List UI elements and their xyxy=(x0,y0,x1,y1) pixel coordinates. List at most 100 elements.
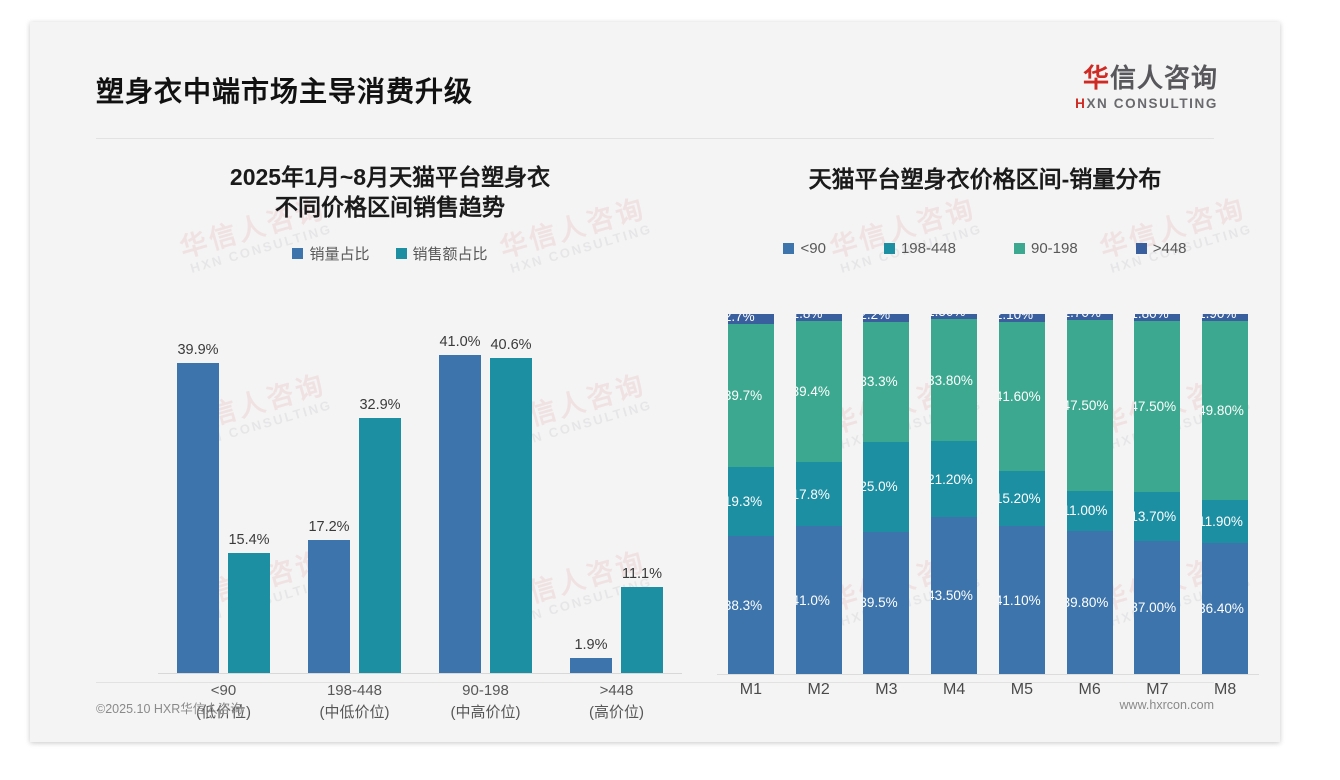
stacked-bar-segment[interactable]: 43.50% xyxy=(931,517,978,674)
bar[interactable] xyxy=(308,539,350,673)
bar[interactable] xyxy=(621,586,663,673)
stacked-bar[interactable]: 38.3% 19.3% 39.7% 2.7% xyxy=(727,314,774,674)
stacked-bar-segment[interactable]: 47.50% xyxy=(1066,320,1113,492)
right-chart-axis-line xyxy=(717,674,1259,675)
stacked-bar-segment[interactable]: 49.80% xyxy=(1202,320,1249,501)
right-chart-title: 天猫平台塑身衣价格区间-销量分布 xyxy=(808,166,1162,192)
stacked-bar-segment[interactable]: 1.50% xyxy=(931,314,978,320)
bar-group: 17.2% 32.9% xyxy=(289,316,420,673)
header-divider xyxy=(96,138,1214,139)
legend-item[interactable]: 90-198 xyxy=(1014,240,1078,257)
stacked-bar-segment[interactable]: 15.20% xyxy=(998,471,1045,527)
bar[interactable] xyxy=(490,357,532,673)
legend-item[interactable]: 销售额占比 xyxy=(395,243,488,264)
stacked-bar-segment[interactable]: 39.7% xyxy=(727,323,774,467)
stacked-bar-segment[interactable]: 2.10% xyxy=(998,314,1045,322)
stacked-bar-column: 41.10% 15.20% 41.60% 2.10% xyxy=(988,314,1056,674)
segment-value-label: 21.20% xyxy=(931,471,973,487)
segment-value-label: 37.00% xyxy=(1134,599,1177,615)
stacked-bar-segment[interactable]: 2.2% xyxy=(863,314,910,322)
stacked-bar-segment[interactable]: 39.5% xyxy=(863,531,910,674)
bar-value-label: 11.1% xyxy=(621,565,663,582)
stacked-bar-segment[interactable]: 41.10% xyxy=(998,526,1045,674)
stacked-bar-column: 36.40% 11.90% 49.80% 1.90% xyxy=(1191,314,1259,674)
footer-website: www.hxrcon.com xyxy=(1119,698,1214,712)
stacked-bar[interactable]: 43.50% 21.20% 33.80% 1.50% xyxy=(931,314,978,674)
category-label: M7 xyxy=(1146,681,1169,698)
stacked-bar-segment[interactable]: 38.3% xyxy=(727,536,774,674)
stacked-bar[interactable]: 37.00% 13.70% 47.50% 1.80% xyxy=(1134,314,1181,674)
bar-group: 1.9% 11.1% xyxy=(551,316,682,673)
legend-label: <90 xyxy=(800,240,826,258)
legend-swatch-icon xyxy=(292,247,304,259)
category-label-main: 198-448 xyxy=(326,682,383,699)
bar-value-label: 32.9% xyxy=(359,396,401,413)
stacked-bar-segment[interactable]: 33.3% xyxy=(863,321,910,442)
legend-label: >448 xyxy=(1152,240,1187,258)
segment-value-label: 49.80% xyxy=(1202,403,1244,418)
bar-column: 11.1% xyxy=(621,316,663,673)
bar-value-label: 40.6% xyxy=(490,336,532,353)
slide-header: 塑身衣中端市场主导消费升级 华信人咨询 HXN CONSULTING xyxy=(30,22,1280,140)
logo-chinese-rest: 信人咨询 xyxy=(1109,63,1218,93)
stacked-bar[interactable]: 41.10% 15.20% 41.60% 2.10% xyxy=(998,314,1045,674)
stacked-bar-segment[interactable]: 11.00% xyxy=(1066,491,1113,531)
bar-column: 1.9% xyxy=(570,316,612,673)
left-chart-legend: 销量占比 销售额占比 xyxy=(90,243,690,264)
segment-value-label: 1.50% xyxy=(931,314,965,319)
legend-label: 销量占比 xyxy=(309,245,370,263)
slide-body: 2025年1月~8月天猫平台塑身衣 不同价格区间销售趋势 销量占比 销售额占比 3… xyxy=(30,140,1280,721)
stacked-bar-segment[interactable]: 13.70% xyxy=(1134,491,1181,541)
stacked-bar-segment[interactable]: 33.80% xyxy=(931,319,978,442)
segment-value-label: 1.70% xyxy=(1067,314,1101,320)
right-chart-legend: <90 198-448 90-198 >448 xyxy=(695,240,1275,257)
bar[interactable] xyxy=(570,658,612,673)
legend-item[interactable]: <90 xyxy=(783,240,826,258)
bar-column: 40.6% xyxy=(490,316,532,673)
stacked-bar[interactable]: 41.0% 17.8% 39.4% 1.8% xyxy=(795,314,842,674)
stacked-bar-column: 37.00% 13.70% 47.50% 1.80% xyxy=(1124,314,1192,674)
stacked-bar-segment[interactable]: 11.90% xyxy=(1202,500,1249,543)
bar[interactable] xyxy=(439,354,481,673)
stacked-bar-segment[interactable]: 1.80% xyxy=(1134,314,1181,321)
stacked-bar[interactable]: 39.5% 25.0% 33.3% 2.2% xyxy=(863,314,910,674)
stacked-bar-segment[interactable]: 36.40% xyxy=(1202,542,1249,674)
segment-value-label: 11.00% xyxy=(1066,503,1108,519)
stacked-bar-segment[interactable]: 19.3% xyxy=(727,466,774,537)
stacked-bar-segment[interactable]: 25.0% xyxy=(863,441,910,532)
stacked-bar-segment[interactable]: 41.0% xyxy=(795,526,842,674)
segment-value-label: 39.80% xyxy=(1066,594,1109,610)
bar[interactable] xyxy=(228,553,270,673)
bar-value-label: 41.0% xyxy=(439,333,481,350)
stacked-bar-segment[interactable]: 1.70% xyxy=(1066,314,1113,321)
page-title: 塑身衣中端市场主导消费升级 xyxy=(96,76,474,107)
segment-value-label: 2.2% xyxy=(863,314,891,322)
stacked-bar-segment[interactable]: 1.90% xyxy=(1202,314,1249,321)
legend-label: 销售额占比 xyxy=(412,245,488,263)
stacked-bar-column: 39.5% 25.0% 33.3% 2.2% xyxy=(853,314,921,674)
left-chart-plot: 39.9% 15.4% 17.2% 32.9% 41.0% 40.6% 1.9% 11.1% xyxy=(158,316,682,674)
segment-value-label: 25.0% xyxy=(863,479,898,495)
stacked-bar[interactable]: 36.40% 11.90% 49.80% 1.90% xyxy=(1202,314,1249,674)
category-label: M5 xyxy=(1010,681,1033,698)
stacked-bar-segment[interactable]: 1.8% xyxy=(795,314,842,321)
stacked-bar-segment[interactable]: 21.20% xyxy=(931,441,978,518)
left-chart-panel: 2025年1月~8月天猫平台塑身衣 不同价格区间销售趋势 销量占比 销售额占比 3… xyxy=(90,140,690,721)
stacked-bar-segment[interactable]: 39.80% xyxy=(1066,530,1113,674)
stacked-bar-segment[interactable]: 41.60% xyxy=(998,321,1045,472)
bar-column: 41.0% xyxy=(439,316,481,673)
segment-value-label: 36.40% xyxy=(1202,600,1244,616)
stacked-bar-segment[interactable]: 39.4% xyxy=(795,320,842,463)
legend-item[interactable]: 198-448 xyxy=(883,240,956,257)
legend-item[interactable]: >448 xyxy=(1135,240,1187,258)
stacked-bar-segment[interactable]: 37.00% xyxy=(1134,540,1181,674)
stacked-bar-segment[interactable]: 47.50% xyxy=(1134,320,1181,492)
category-label-main: <90 xyxy=(210,682,237,699)
stacked-bar[interactable]: 39.80% 11.00% 47.50% 1.70% xyxy=(1066,314,1113,674)
segment-value-label: 1.8% xyxy=(796,314,823,321)
stacked-bar-segment[interactable]: 2.7% xyxy=(727,314,774,324)
legend-item[interactable]: 销量占比 xyxy=(292,243,370,264)
bar[interactable] xyxy=(359,417,401,673)
stacked-bar-segment[interactable]: 17.8% xyxy=(795,462,842,527)
bar[interactable] xyxy=(177,363,219,673)
